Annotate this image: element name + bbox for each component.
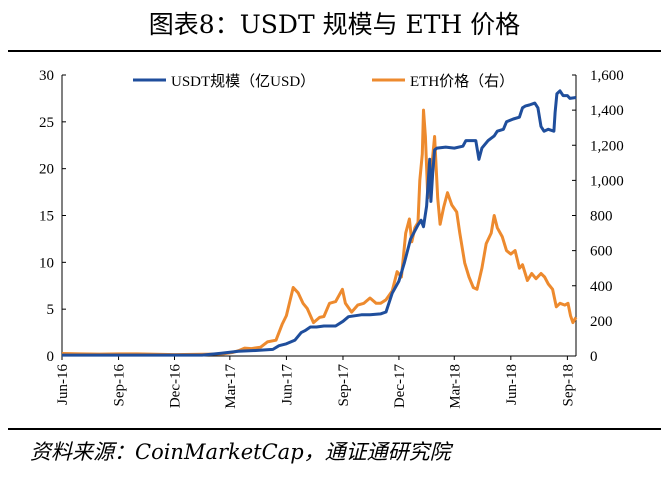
right-y-tick-label: 400 bbox=[590, 279, 613, 295]
right-y-tick-label: 1,000 bbox=[590, 173, 624, 189]
left-y-tick-label: 20 bbox=[39, 162, 54, 178]
x-tick-label: Sep-16 bbox=[112, 364, 128, 407]
right-y-tick-label: 200 bbox=[590, 314, 613, 330]
source-note: 资料来源：CoinMarketCap，通证通研究院 bbox=[30, 436, 451, 466]
legend-eth-label: ETH价格（右） bbox=[410, 73, 514, 90]
left-y-tick-label: 30 bbox=[39, 68, 54, 84]
legend-usdt-label: USDT规模（亿USD） bbox=[171, 73, 315, 90]
left-y-tick-label: 15 bbox=[39, 209, 54, 225]
x-tick-label: Jun-17 bbox=[279, 364, 295, 405]
x-tick-label: Jun-16 bbox=[55, 364, 71, 405]
left-y-tick-label: 10 bbox=[39, 255, 54, 271]
x-tick-label: Jun-18 bbox=[504, 364, 520, 405]
right-y-tick-label: 1,200 bbox=[590, 138, 624, 154]
eth-series-line bbox=[62, 110, 576, 355]
x-tick-label: Dec-17 bbox=[392, 364, 408, 409]
right-y-tick-label: 800 bbox=[590, 209, 613, 225]
left-y-tick-label: 0 bbox=[47, 349, 55, 365]
right-y-tick-label: 1,400 bbox=[590, 103, 624, 119]
right-y-tick-label: 0 bbox=[590, 349, 598, 365]
x-tick-label: Dec-16 bbox=[168, 364, 184, 409]
usdt-series-line bbox=[62, 91, 576, 355]
left-y-tick-label: 25 bbox=[39, 115, 54, 131]
x-tick-label: Sep-17 bbox=[336, 364, 352, 407]
source-divider bbox=[8, 428, 661, 430]
x-tick-label: Sep-18 bbox=[560, 364, 576, 407]
chart-canvas: 0 5 10 15 20 25 30 0 200 400 600 800 1,000 1,200 1,400… bbox=[0, 0, 669, 430]
right-y-tick-label: 600 bbox=[590, 244, 613, 260]
x-tick-label: Mar-18 bbox=[447, 364, 463, 409]
left-y-tick-label: 5 bbox=[47, 302, 55, 318]
x-tick-label: Mar-17 bbox=[223, 364, 239, 409]
right-y-tick-label: 1,600 bbox=[590, 68, 624, 84]
